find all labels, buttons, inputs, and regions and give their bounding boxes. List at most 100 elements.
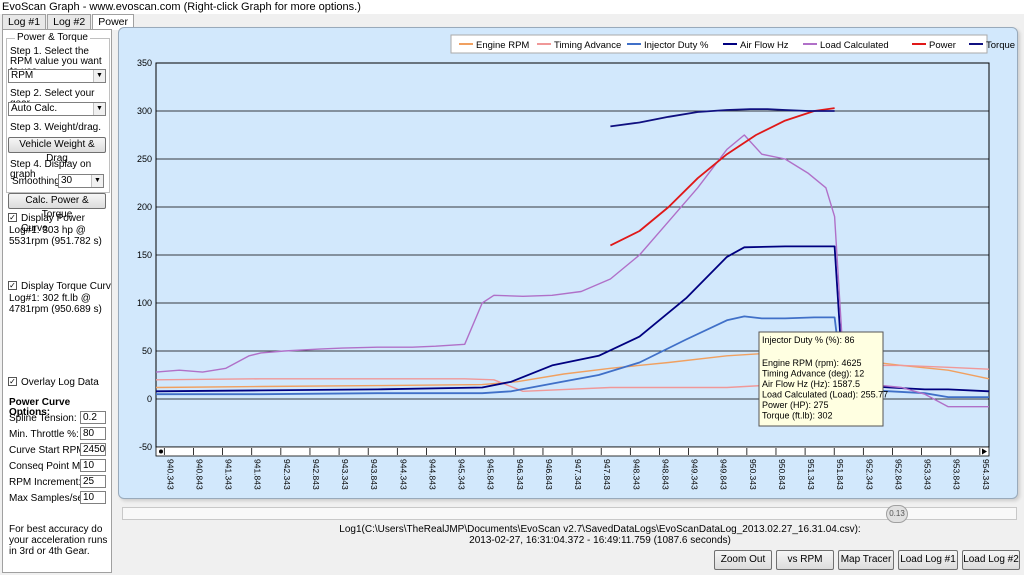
step3-label: Step 3. Weight/drag. <box>10 122 101 133</box>
display-torque-label: Display Torque Curv <box>21 281 111 292</box>
series-torque <box>610 108 835 128</box>
x-axis-bar <box>155 446 990 457</box>
x-tick-label: 940.843 <box>194 459 204 490</box>
log-status: Log1(C:\Users\TheRealJMP\Documents\EvoSc… <box>330 524 870 546</box>
legend-box <box>450 34 988 54</box>
axis-end-arrow <box>982 448 987 455</box>
zoom-out-button[interactable]: Zoom Out <box>714 550 772 570</box>
x-tick-label: 949.843 <box>719 459 729 490</box>
option-label: Curve Start RPM: <box>9 445 88 456</box>
legend-label: Air Flow Hz <box>740 40 789 51</box>
x-tick-label: 943.343 <box>340 459 350 490</box>
x-axis: 940.343 940.843 941.343 941.843 942.343 942.8… <box>155 446 991 490</box>
axis-start-marker <box>159 449 163 454</box>
x-tick-label: 947.843 <box>602 459 612 490</box>
vehicle-weight-button[interactable]: Vehicle Weight & Drag <box>8 137 106 164</box>
group-label: Power & Torque <box>15 32 90 43</box>
tooltip-header: Injector Duty % (%): 86 <box>762 335 855 345</box>
overlay-log-checkbox[interactable]: ✓ <box>8 377 17 386</box>
x-tick-label: 954.343 <box>981 459 991 490</box>
legend-label: Timing Advance <box>554 40 621 51</box>
overlay-log-label: Overlay Log Data <box>21 377 99 388</box>
x-tick-label: 944.343 <box>398 459 408 490</box>
option-label: Min. Throttle %: <box>9 429 79 440</box>
x-tick-label: 950.343 <box>748 459 758 490</box>
option-label: Max Samples/sec: <box>9 493 91 504</box>
y-tick-label: 350 <box>137 58 152 68</box>
load-log1-button[interactable]: Load Log #1 <box>898 550 958 570</box>
curve-start-rpm-input[interactable]: 2450 <box>80 443 106 456</box>
chevron-down-icon[interactable]: ▼ <box>93 70 105 82</box>
tooltip-line: Load Calculated (Load): 255.77 <box>762 390 888 400</box>
scroll-thumb[interactable]: 0.13 <box>886 505 908 523</box>
smoothing-value: 30 <box>61 175 73 186</box>
gear-select[interactable]: Auto Calc. ▼ <box>8 102 106 116</box>
series-engine-rpm <box>155 352 990 389</box>
log-time-range: 2013-02-27, 16:31:04.372 - 16:49:11.759 … <box>469 535 731 546</box>
accuracy-note: For best accuracy do your acceleration r… <box>9 524 108 557</box>
conseq-point-input[interactable]: 10 <box>80 459 106 472</box>
x-tick-label: 945.343 <box>457 459 467 490</box>
graph-area[interactable]: 940.343 940.843 941.343 941.843 942.343 942.8… <box>118 27 1018 499</box>
spline-tension-input[interactable]: 0.2 <box>80 411 106 424</box>
torque-result: Log#1: 302 ft.lb @ 4781rpm (950.689 s) <box>9 293 102 315</box>
smoothing-select[interactable]: 30 ▼ <box>58 174 104 188</box>
y-axis: -50 0 50 100 150 200 250 300 350 <box>137 58 152 452</box>
legend-label: Load Calculated <box>820 40 889 51</box>
y-tick-label: 250 <box>137 154 152 164</box>
line-chart[interactable]: 940.343 940.843 941.343 941.843 942.343 942.8… <box>119 28 1017 498</box>
calc-power-torque-button[interactable]: Calc. Power & Torque <box>8 193 106 220</box>
display-power-checkbox[interactable]: ✓ <box>8 213 17 222</box>
y-tick-label: -50 <box>139 442 152 452</box>
x-tick-label: 942.843 <box>311 459 321 490</box>
map-tracer-button[interactable]: Map Tracer <box>838 550 894 570</box>
x-tick-label: 951.843 <box>835 459 845 490</box>
display-torque-checkbox[interactable]: ✓ <box>8 281 17 290</box>
tab-log1[interactable]: Log #1 <box>2 14 47 29</box>
x-tick-label: 941.843 <box>253 459 263 490</box>
series-power <box>610 107 835 247</box>
load-log2-button[interactable]: Load Log #2 <box>962 550 1020 570</box>
vs-rpm-button[interactable]: vs RPM <box>776 550 834 570</box>
y-tick-label: 100 <box>137 298 152 308</box>
rpm-increment-input[interactable]: 25 <box>80 475 106 488</box>
y-tick-label: 200 <box>137 202 152 212</box>
legend-label: Power <box>929 40 956 51</box>
chevron-down-icon[interactable]: ▼ <box>93 103 105 115</box>
tooltip-line: Power (HP): 275 <box>762 400 829 410</box>
series-load-calculated <box>155 134 989 408</box>
series-timing-advance <box>155 364 990 392</box>
x-tick-label: 952.343 <box>864 459 874 490</box>
data-tooltip: Injector Duty % (%): 86 Engine RPM (rpm):… <box>758 331 888 427</box>
power-torque-panel: Power & Torque Step 1. Select the RPM va… <box>2 29 112 573</box>
x-tick-label: 941.343 <box>224 459 234 490</box>
x-tick-label: 940.343 <box>165 459 175 490</box>
x-tick-label: 951.343 <box>806 459 816 490</box>
tab-power[interactable]: Power <box>92 14 135 30</box>
horizontal-scrollbar[interactable]: 0.13 <box>122 505 1017 523</box>
display-power-label: Display Power Curve <box>21 213 85 234</box>
tab-strip: Log #1 Log #2 Power <box>2 14 135 30</box>
step4-label: Step 4. Display on graph <box>10 159 92 180</box>
smoothing-label: Smoothing: <box>12 176 63 187</box>
option-label: Spline Tension: <box>9 413 77 424</box>
tab-log2[interactable]: Log #2 <box>47 14 92 29</box>
x-tick-label: 952.843 <box>893 459 903 490</box>
tooltip-line: Torque (ft.lb): 302 <box>762 411 833 421</box>
tooltip-line: Engine RPM (rpm): 4625 <box>762 358 862 368</box>
x-tick-label: 946.343 <box>515 459 525 490</box>
tooltip-line: Timing Advance (deg): 12 <box>762 369 864 379</box>
y-tick-label: 300 <box>137 106 152 116</box>
x-tick-label: 942.343 <box>282 459 292 490</box>
rpm-select[interactable]: RPM ▼ <box>8 69 106 83</box>
legend-label: Injector Duty % <box>644 40 709 51</box>
max-samples-input[interactable]: 10 <box>80 491 106 504</box>
chevron-down-icon[interactable]: ▼ <box>91 175 103 187</box>
window-title: EvoScan Graph - www.evoscan.com (Right-c… <box>0 0 1024 14</box>
min-throttle-input[interactable]: 80 <box>80 427 106 440</box>
tooltip-line: Air Flow Hz (Hz): 1587.5 <box>762 379 860 389</box>
y-tick-label: 150 <box>137 250 152 260</box>
chart-legend: Engine RPM Timing Advance Injector Duty % A… <box>450 34 1015 54</box>
x-tick-label: 944.843 <box>427 459 437 490</box>
legend-label: Torque <box>986 40 1015 51</box>
